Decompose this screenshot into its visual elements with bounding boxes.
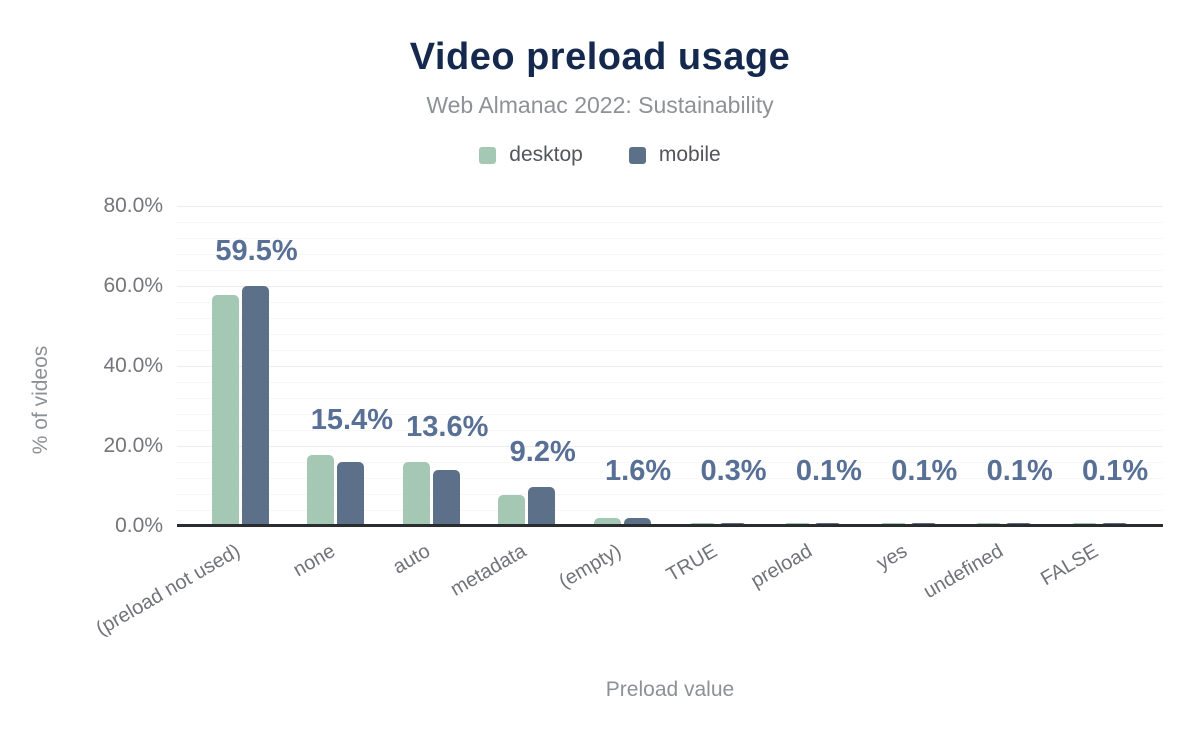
chart-title: Video preload usage: [409, 36, 791, 78]
legend-label-desktop: desktop: [509, 143, 583, 166]
minor-gridline: [177, 334, 1163, 335]
x-tick-label: TRUE: [662, 540, 721, 587]
minor-gridline: [177, 254, 1163, 255]
minor-gridline: [177, 302, 1163, 303]
x-tick-label: yes: [873, 540, 912, 575]
bar-mobile: [337, 462, 365, 527]
data-label: 9.2%: [509, 436, 576, 469]
minor-gridline: [177, 238, 1163, 239]
data-label: 1.6%: [605, 455, 672, 487]
major-gridline: [177, 206, 1163, 207]
major-gridline: [177, 286, 1163, 287]
data-label: 0.3%: [700, 455, 767, 487]
major-gridline: [177, 446, 1163, 447]
minor-gridline: [177, 318, 1163, 319]
data-label: 59.5%: [215, 235, 298, 267]
y-tick-label: 60.0%: [103, 274, 163, 297]
minor-gridline: [177, 510, 1163, 511]
data-label: 0.1%: [891, 455, 958, 487]
legend-label-mobile: mobile: [658, 143, 721, 166]
x-tick-label: (empty): [555, 540, 626, 593]
minor-gridline: [177, 462, 1163, 463]
desktop-swatch-icon: [479, 146, 497, 164]
major-gridline: [177, 366, 1163, 367]
minor-gridline: [177, 494, 1163, 495]
minor-gridline: [177, 430, 1163, 431]
x-tick-label: preload: [747, 540, 816, 593]
bar-desktop: [307, 454, 335, 527]
data-label: 0.1%: [986, 455, 1053, 487]
x-tick-label: metadata: [446, 540, 530, 601]
legend-item-mobile: mobile: [628, 143, 721, 167]
x-axis-title: Preload value: [605, 678, 735, 701]
data-label: 13.6%: [406, 411, 489, 444]
data-label: 0.1%: [795, 455, 862, 487]
x-tick-label: undefined: [919, 540, 1007, 603]
y-tick-label: 40.0%: [103, 354, 163, 377]
y-tick-label: 0.0%: [115, 514, 163, 537]
minor-gridline: [177, 350, 1163, 351]
bar-desktop: [402, 462, 430, 527]
bar-mobile: [432, 469, 460, 527]
legend: desktop mobile: [0, 143, 1200, 167]
x-axis-line: [177, 524, 1163, 527]
minor-gridline: [177, 222, 1163, 223]
legend-item-desktop: desktop: [479, 143, 583, 167]
bar-mobile: [623, 517, 651, 527]
bar-mobile: [242, 286, 269, 527]
minor-gridline: [177, 382, 1163, 383]
y-tick-label: 80.0%: [103, 194, 163, 217]
data-label: 15.4%: [310, 403, 394, 436]
bar-desktop: [212, 295, 239, 527]
minor-gridline: [177, 414, 1163, 415]
minor-gridline: [177, 270, 1163, 271]
x-tick-label: auto: [389, 540, 435, 579]
mobile-swatch-icon: [628, 146, 646, 164]
minor-gridline: [177, 478, 1163, 479]
x-tick-label: (preload not used): [91, 540, 244, 641]
data-label: 0.1%: [1082, 455, 1149, 487]
chart-subtitle: Web Almanac 2022: Sustainability: [426, 92, 774, 118]
bar-desktop: [593, 518, 621, 527]
bar-mobile: [528, 487, 556, 527]
x-tick-label: none: [289, 540, 339, 582]
y-tick-label: 20.0%: [103, 434, 163, 457]
bar-desktop: [498, 495, 526, 527]
minor-gridline: [177, 398, 1163, 399]
x-tick-label: FALSE: [1037, 540, 1103, 591]
